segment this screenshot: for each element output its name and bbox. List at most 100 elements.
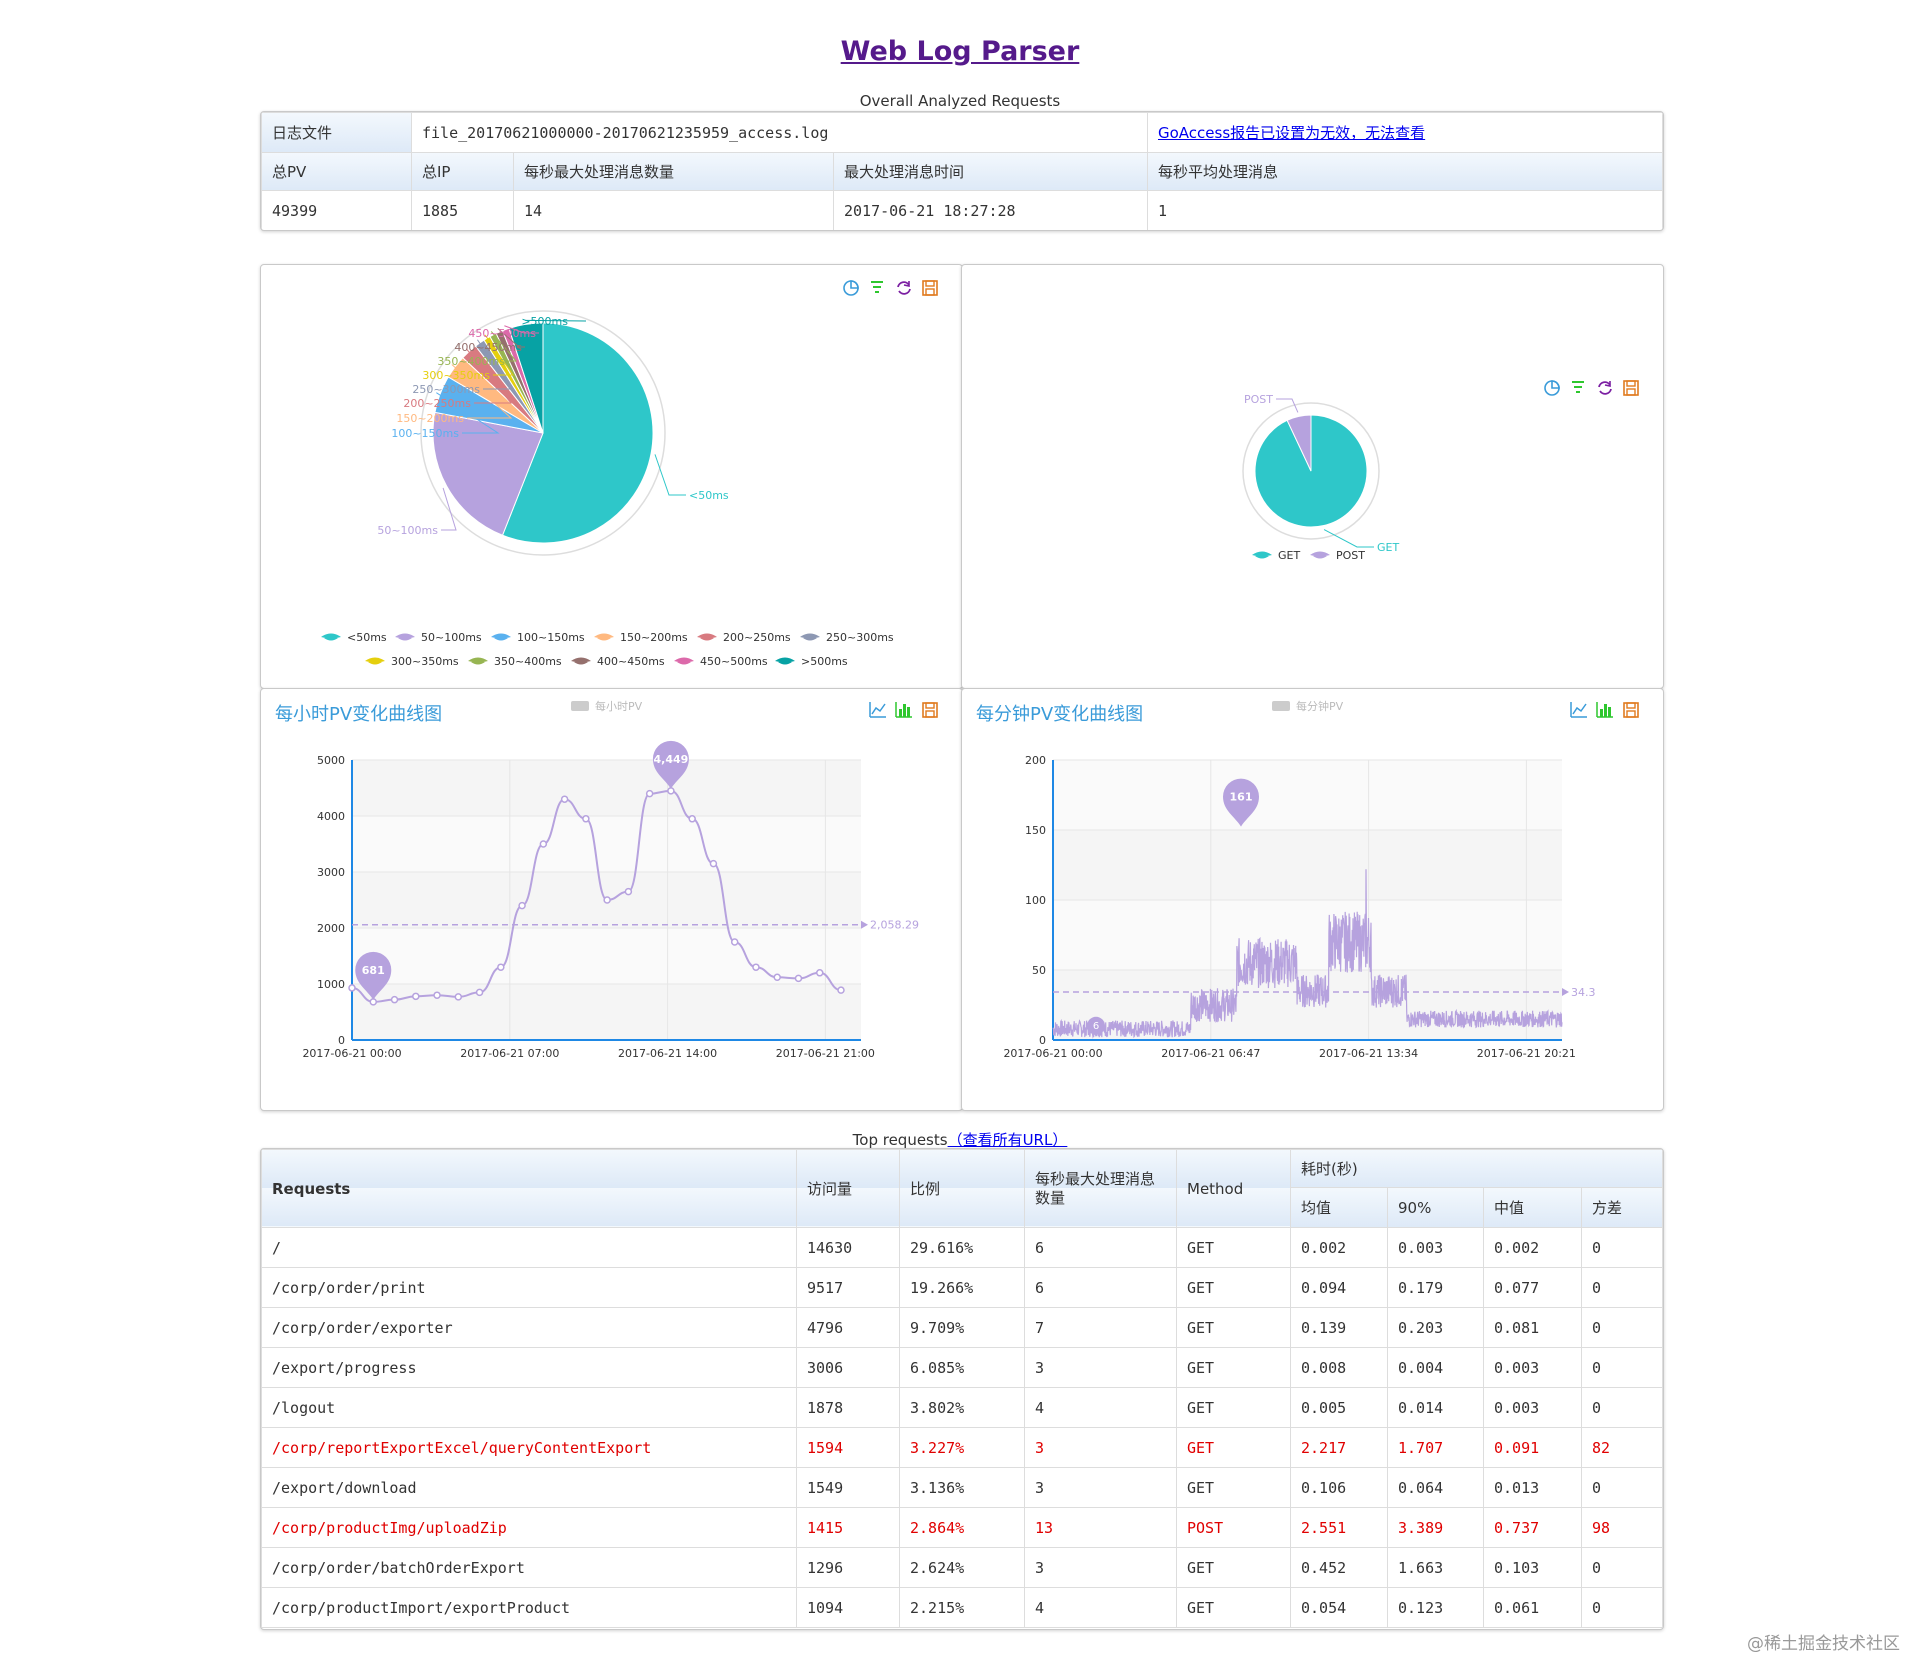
table-row[interactable]: /logout 1878 3.802% 4 GET 0.005 0.014 0.003 0 — [261, 1387, 1663, 1428]
cell-median: 0.077 — [1483, 1267, 1582, 1308]
legend-item-5[interactable]: 250~300ms — [800, 631, 894, 644]
legend-item-8[interactable]: 400~450ms — [571, 655, 665, 668]
legend-item-4[interactable]: 200~250ms — [697, 631, 791, 644]
legend-item-7[interactable]: 350~400ms — [468, 655, 562, 668]
data-point[interactable] — [709, 859, 718, 868]
cell-p90: 0.014 — [1387, 1387, 1484, 1428]
bar-chart-icon[interactable] — [1596, 702, 1613, 718]
legend-item-9[interactable]: 450~500ms — [674, 655, 768, 668]
pie-label-8: 400~450ms — [454, 341, 522, 354]
data-point[interactable] — [475, 988, 484, 997]
save-image-icon[interactable] — [1623, 702, 1639, 718]
data-point[interactable] — [773, 973, 781, 982]
refresh-icon-arc — [1598, 381, 1612, 395]
save-image-icon[interactable] — [1623, 380, 1639, 396]
data-point[interactable] — [752, 963, 760, 971]
refresh-icon[interactable] — [897, 281, 911, 295]
legend-item-3[interactable]: 150~200ms — [594, 631, 688, 644]
data-point[interactable] — [730, 938, 739, 946]
table-row[interactable]: /corp/productImport/exportProduct 1094 2.2… — [261, 1587, 1663, 1628]
legend-item-6[interactable]: 300~350ms — [365, 655, 459, 668]
pie-label-line-0 — [654, 454, 686, 496]
col-p90[interactable]: 90% — [1387, 1187, 1484, 1228]
x-tick-label: 2017-06-21 21:00 — [776, 1047, 875, 1060]
save-image-icon-slot — [1626, 380, 1636, 387]
data-point[interactable] — [815, 969, 824, 977]
cell-mean: 2.551 — [1290, 1507, 1388, 1548]
cell-visits: 14630 — [796, 1227, 900, 1268]
data-point[interactable] — [497, 963, 505, 971]
col-method[interactable]: Method — [1176, 1149, 1291, 1228]
col-median[interactable]: 中值 — [1483, 1187, 1582, 1228]
pie-label-line-0 — [1323, 529, 1374, 548]
data-point[interactable] — [390, 995, 399, 1004]
legend-item-2[interactable]: 100~150ms — [491, 631, 585, 644]
line-chart-icon[interactable] — [869, 702, 886, 718]
save-image-icon[interactable] — [922, 702, 938, 718]
bar-chart-icon[interactable] — [895, 702, 912, 718]
max-marker: 161 — [1223, 778, 1259, 827]
data-point[interactable] — [582, 815, 590, 823]
table-row[interactable]: /corp/reportExportExcel/queryContentExpo… — [261, 1427, 1663, 1468]
data-point[interactable] — [837, 986, 845, 994]
chart-title: 每小时PV变化曲线图 — [275, 704, 442, 725]
pie-label-line-2 — [436, 392, 500, 434]
cell-url: /corp/order/batchOrderExport — [261, 1547, 797, 1588]
save-image-icon[interactable] — [922, 280, 938, 296]
data-point[interactable] — [688, 815, 696, 823]
data-point[interactable] — [624, 887, 633, 896]
data-point[interactable] — [412, 992, 420, 1001]
cell-ratio: 3.802% — [899, 1387, 1025, 1428]
data-filter-icon[interactable] — [871, 281, 883, 293]
bar-chart-icon-bar — [907, 707, 910, 717]
col-visits[interactable]: 访问量 — [796, 1149, 900, 1228]
col-variance[interactable]: 方差 — [1581, 1187, 1663, 1228]
data-point[interactable] — [518, 901, 526, 910]
data-point[interactable] — [348, 984, 356, 992]
page-title[interactable]: Web Log Parser — [840, 36, 1080, 67]
pie-panel-right: GET POST GET POST — [961, 264, 1664, 689]
data-point[interactable] — [645, 789, 654, 798]
pie-slice-1[interactable] — [432, 411, 544, 536]
pie-slice-0[interactable] — [501, 322, 654, 544]
bar-chart-icon-bar — [1600, 709, 1603, 717]
table-row[interactable]: /corp/order/print 9517 19.266% 6 GET 0.094 0.1… — [261, 1267, 1663, 1308]
pie-toggle-icon[interactable] — [843, 280, 859, 296]
data-point[interactable] — [454, 993, 463, 1001]
legend-item-0[interactable]: <50ms — [321, 631, 387, 644]
cell-max: 13 — [1024, 1507, 1177, 1548]
legend-item-0[interactable]: GET — [1252, 549, 1300, 562]
table-row[interactable]: /export/progress 3006 6.085% 3 GET 0.008 0.004… — [261, 1347, 1663, 1388]
data-filter-icon[interactable] — [1572, 381, 1584, 393]
table-row[interactable]: /export/download 1549 3.136% 3 GET 0.106 0.064… — [261, 1467, 1663, 1508]
table-row[interactable]: /corp/productImg/uploadZip 1415 2.864% 13 PO… — [261, 1507, 1663, 1548]
legend-item-1[interactable]: 50~100ms — [395, 631, 482, 644]
data-point[interactable] — [433, 991, 441, 999]
table-row[interactable]: /14630 29.616% 6 GET 0.002 0.003 0.002 0 — [261, 1227, 1663, 1268]
pie-slice-1[interactable] — [1286, 414, 1312, 472]
pie-slice-10[interactable] — [508, 322, 544, 434]
col-requests[interactable]: Requests — [261, 1149, 797, 1228]
pie-label-line-7 — [490, 331, 518, 362]
data-point[interactable] — [560, 795, 569, 803]
legend-label-2: 100~150ms — [517, 631, 585, 644]
line-chart-icon[interactable] — [1570, 702, 1587, 718]
data-point[interactable] — [539, 840, 548, 848]
pie-toggle-icon[interactable] — [1544, 380, 1560, 396]
goaccess-link[interactable]: GoAccess报告已设置为无效，无法查看 — [1158, 124, 1426, 142]
table-row[interactable]: /corp/order/batchOrderExport 1296 2.624% 3 G… — [261, 1547, 1663, 1588]
view-all-urls-link[interactable]: （查看所有URL） — [947, 1131, 1068, 1149]
save-image-icon-label — [925, 710, 935, 718]
col-max-per-sec[interactable]: 每秒最大处理消息数量 — [1024, 1149, 1177, 1228]
cell-url: /corp/order/print — [261, 1267, 797, 1308]
cell-url: /corp/reportExportExcel/queryContentExpo… — [261, 1427, 797, 1468]
col-ratio[interactable]: 比例 — [899, 1149, 1025, 1228]
col-mean[interactable]: 均值 — [1290, 1187, 1388, 1228]
refresh-icon[interactable] — [1598, 381, 1612, 395]
legend-item-1[interactable]: POST — [1310, 549, 1365, 562]
data-point[interactable] — [794, 974, 803, 983]
legend-item-10[interactable]: >500ms — [775, 655, 848, 668]
table-row[interactable]: /corp/order/exporter 4796 9.709% 7 GET 0.139 0… — [261, 1307, 1663, 1348]
data-point[interactable] — [603, 896, 611, 904]
cell-mean: 0.002 — [1290, 1227, 1388, 1268]
